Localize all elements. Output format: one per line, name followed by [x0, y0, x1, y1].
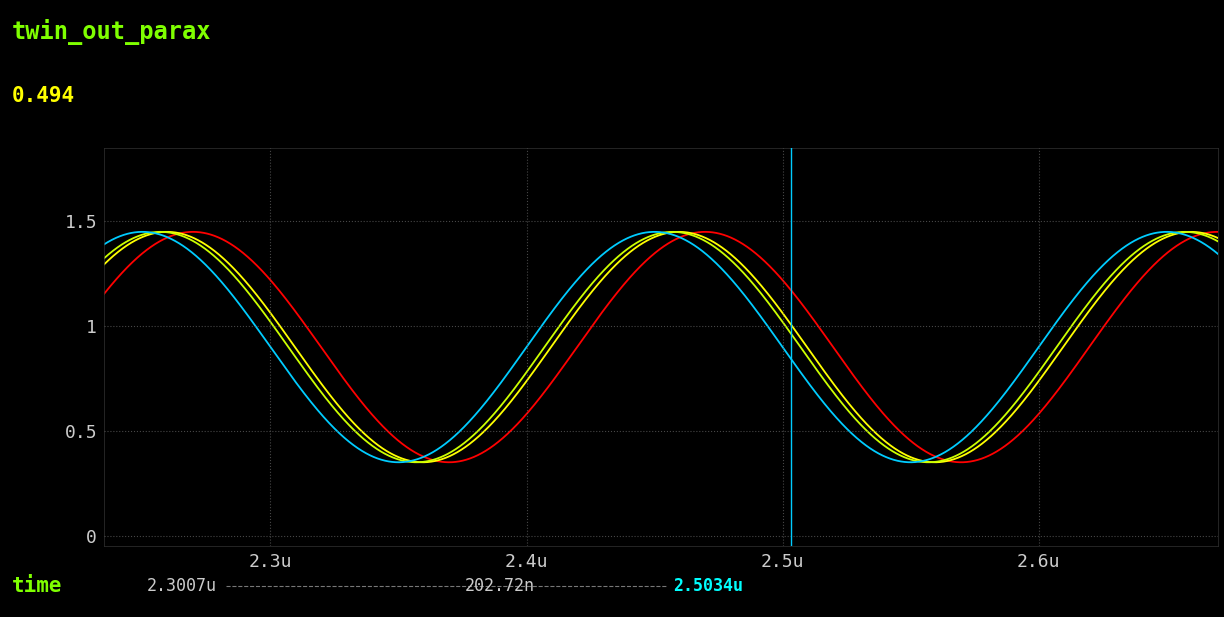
Text: time: time	[12, 576, 62, 596]
Text: 2.5034u: 2.5034u	[673, 577, 743, 595]
Text: twin_out_parax: twin_out_parax	[12, 19, 212, 44]
Text: 202.72n: 202.72n	[465, 577, 535, 595]
Text: 2.3007u: 2.3007u	[147, 577, 217, 595]
Text: 0.494: 0.494	[12, 86, 76, 106]
